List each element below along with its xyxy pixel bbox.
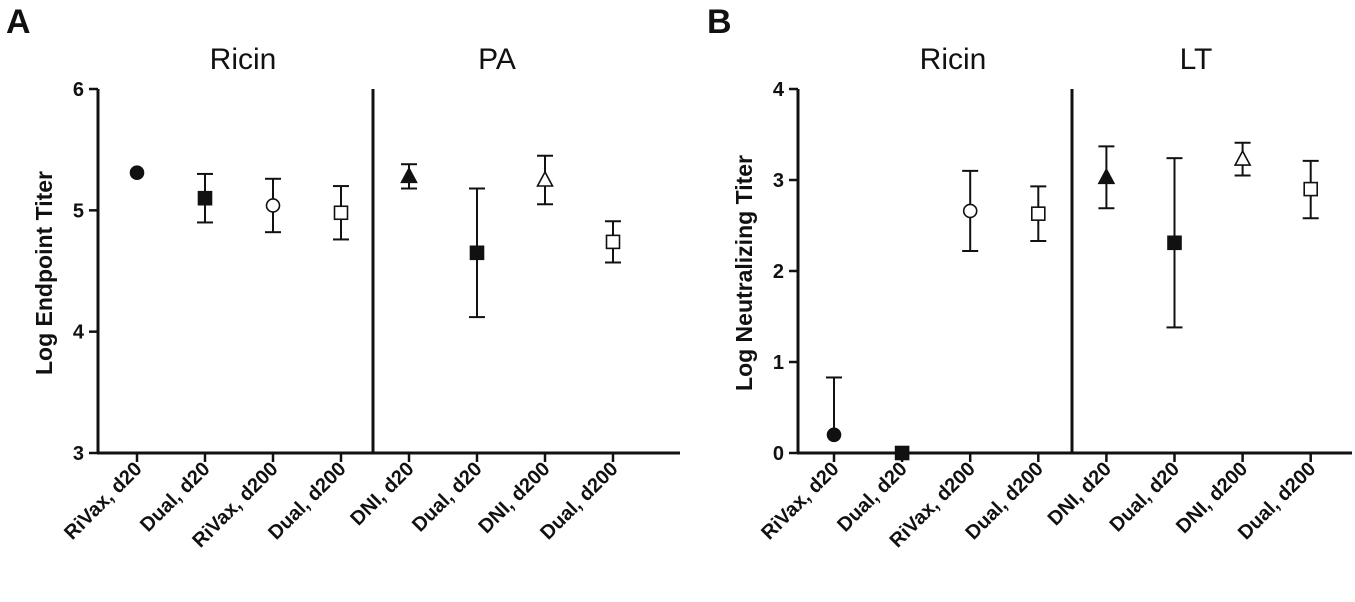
y-tick-label-b-2: 2 (773, 261, 784, 283)
data-point-b-5 (1166, 157, 1183, 329)
data-point-b-1 (894, 445, 910, 461)
y-axis-title-b: Log Neutralizing Titer (731, 155, 757, 391)
data-point-b-7 (1302, 159, 1319, 220)
panel-b: B Ricin LT Log Neutralizing Titer 0 1 2 3 4 R… (707, 3, 1352, 552)
panel-letter-b: B (707, 3, 732, 41)
group-label-lt: LT (1180, 43, 1213, 76)
data-point-a-5 (469, 187, 485, 319)
marker-square-b-1 (894, 445, 910, 461)
marker-square-b-5 (1167, 235, 1182, 251)
marker-square-b-3 (1031, 206, 1046, 221)
data-point-a-0 (129, 165, 145, 181)
marker-circle-a-2 (265, 198, 281, 213)
marker-square-a-3 (333, 205, 349, 221)
x-tick-label-a-0: RiVax, d20 (60, 458, 146, 544)
data-point-b-2 (962, 169, 979, 252)
y-tick-label-b-3: 3 (773, 170, 784, 192)
marker-square-b-7 (1303, 181, 1318, 197)
y-tick-label-b-4: 4 (773, 79, 785, 101)
y-tick-label-a-2: 5 (73, 200, 84, 222)
y-tick-label-b-1: 1 (773, 352, 784, 374)
data-point-a-6 (536, 154, 554, 206)
marker-triangle-b-6 (1233, 149, 1252, 166)
marker-triangle-a-4 (400, 166, 418, 184)
marker-square-a-5 (469, 245, 485, 261)
marker-triangle-b-4 (1097, 167, 1116, 185)
marker-square-a-7 (605, 234, 621, 250)
x-tick-label-a-4: DNI, d20 (346, 458, 418, 530)
panel-a: A Ricin PA Log Endpoint Titer 3 4 5 6 RiVax,… (6, 3, 680, 552)
data-point-b-6 (1233, 141, 1252, 177)
x-tick-label-b-0: RiVax, d20 (757, 458, 843, 544)
data-point-a-1 (197, 172, 213, 224)
group-label-pa: PA (478, 43, 516, 76)
data-point-a-7 (605, 220, 621, 264)
marker-square-a-1 (197, 190, 213, 206)
marker-circle-a-0 (129, 165, 145, 181)
data-point-a-4 (400, 163, 418, 190)
y-axis-title-a: Log Endpoint Titer (31, 171, 57, 375)
data-point-b-0 (826, 376, 842, 443)
y-tick-label-a-3: 6 (73, 79, 84, 101)
group-label-ricin-a: Ricin (210, 43, 277, 76)
data-point-b-3 (1030, 185, 1047, 242)
data-point-a-3 (333, 185, 349, 241)
x-tick-label-b-5: Dual, d20 (1106, 458, 1184, 536)
y-tick-label-a-1: 4 (73, 322, 85, 344)
data-point-b-4 (1097, 145, 1116, 210)
panel-letter-a: A (6, 3, 31, 41)
x-tick-label-a-5: Dual, d20 (408, 458, 486, 536)
y-tick-label-a-0: 3 (73, 443, 84, 465)
x-tick-label-b-4: DNI, d20 (1044, 458, 1116, 530)
marker-circle-b-0 (826, 427, 842, 443)
marker-triangle-a-6 (536, 170, 554, 187)
marker-circle-b-2 (962, 203, 978, 219)
data-point-a-2 (265, 177, 281, 234)
y-tick-label-b-0: 0 (773, 443, 784, 465)
group-label-ricin-b: Ricin (920, 43, 987, 76)
